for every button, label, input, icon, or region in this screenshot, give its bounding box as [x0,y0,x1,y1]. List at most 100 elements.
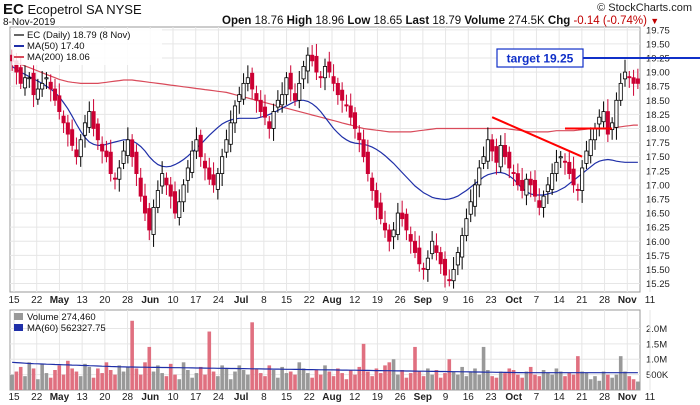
legend-swatch [14,324,23,331]
volume-bar [23,376,27,390]
candle-body [545,184,550,193]
volume-bar [533,374,537,390]
candle-body [267,121,272,129]
volume-bar [541,370,546,390]
volume-bar [194,373,199,390]
date-tick-label: 10 [167,295,179,306]
volume-bar [96,368,100,390]
volume-bar [18,366,23,390]
volume-bar [246,374,250,390]
date-tick-label: Jun [141,295,159,306]
volume-bar [250,322,254,390]
volume-bar [83,363,87,390]
volume-ma60-line [12,361,638,374]
candle-body [382,222,388,231]
volume-bar [151,371,156,390]
down-triangle-icon: ▼ [650,16,660,26]
candle-body [322,66,328,79]
volume-bar [528,366,533,390]
last-value: 18.79 [432,15,462,27]
volume-bar [138,374,143,390]
date-tick-label: 15 [281,295,293,306]
date-tick-label: 10 [167,392,179,403]
volume-bar [211,371,216,390]
volume-bar [507,368,512,390]
volume-bar [361,343,366,390]
open-label: Open [222,15,252,27]
volume-legend-entry: MA(60) 562327.75 [27,323,106,334]
volume-bar [121,371,126,390]
volume-bar [186,370,190,390]
candle-body [635,78,640,84]
volume-bar [327,371,332,390]
volume-bar [126,366,130,390]
volume-bar [130,320,134,390]
price-tick-label: 18.75 [646,82,670,93]
volume-bar [254,368,259,390]
open-value: 18.76 [254,15,284,27]
volume-bar [10,374,14,390]
volume-bar [156,365,160,390]
candle-body [485,139,490,162]
date-tick-label: 14 [554,392,566,403]
exchange-name: NYSE [106,2,142,17]
date-tick-label: Oct [505,295,522,306]
price-tick-label: 17.50 [646,152,670,163]
candle-body [490,139,495,152]
chart-header-symbol: EC Ecopetrol SA NYSE [3,1,142,18]
date-tick-label: 8 [261,295,267,306]
volume-bar [143,362,147,390]
volume-bar [160,373,164,390]
candle-body [554,161,559,174]
candle-body [352,112,358,129]
volume-bar [284,373,289,390]
candle-body [447,279,452,282]
candle-body [430,240,435,255]
price-tick-label: 19.75 [646,25,670,36]
volume-bar [87,366,92,390]
candle-body [580,167,585,191]
volume-bar [323,365,327,390]
volume-bar [537,376,542,390]
volume-bar [70,368,74,390]
candle-body [262,106,268,118]
volume-bar [344,379,349,390]
volume-bar [516,374,520,390]
candle-body [172,191,178,214]
price-legend-entry: MA(50) 17.40 [27,41,85,52]
candle-body [35,88,40,100]
date-tick-label: 7 [534,295,540,306]
candle-body [344,104,349,107]
candle-body [61,115,66,124]
legend-swatch [14,313,23,320]
candle-body [340,89,345,101]
date-tick-label: 11 [645,295,656,306]
date-tick-label: 9 [443,295,449,306]
candle-body [395,212,400,235]
candle-body [442,258,448,276]
date-tick-label: 7 [534,392,540,403]
volume-bar [27,362,32,390]
candle-body [198,134,203,158]
high-label: High [286,15,313,27]
candle-body [502,145,508,158]
candle-body [588,139,593,156]
stockcharts-logo: © StockCharts.com [597,2,692,14]
volume-bar [181,362,186,390]
candle-body [254,93,259,101]
volume-bar [36,379,40,390]
candle-body [391,229,396,238]
target-annotation-box [496,48,584,68]
volume-bar [498,371,503,390]
volume-bar [288,371,293,390]
candle-body [82,122,88,136]
candle-body [528,178,533,186]
volume-bar [306,373,310,390]
candle-body [224,139,229,153]
date-tick-label: 22 [31,392,43,403]
volume-bar [636,381,640,390]
candle-body [524,178,529,196]
volume-label: Volume [464,15,506,27]
candle-body [147,208,152,231]
